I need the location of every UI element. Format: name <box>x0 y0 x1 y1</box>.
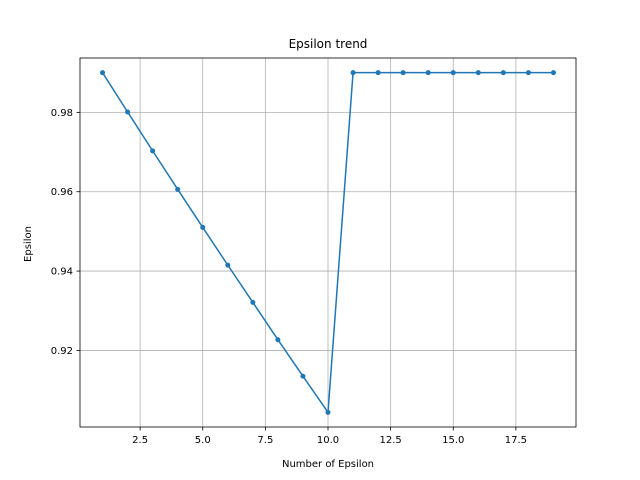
data-point <box>475 70 481 76</box>
y-axis-ticks: 0.92 0.94 0.96 0.98 <box>51 108 80 357</box>
x-tick-label: 10.0 <box>317 435 339 446</box>
data-point <box>275 337 281 343</box>
x-tick-label: 5.0 <box>195 435 211 446</box>
data-point <box>225 262 231 268</box>
x-tick-label: 17.5 <box>505 435 527 446</box>
chart-title: Epsilon trend <box>289 37 368 51</box>
data-point <box>325 409 331 415</box>
x-axis-label: Number of Epsilon <box>282 459 374 470</box>
grid-lines <box>80 58 576 427</box>
data-point <box>400 70 406 76</box>
data-point <box>425 70 431 76</box>
data-point <box>375 70 381 76</box>
plot-area <box>100 70 556 415</box>
data-point <box>250 299 256 305</box>
x-tick-label: 2.5 <box>132 435 148 446</box>
y-tick-label: 0.92 <box>51 346 73 357</box>
data-point <box>350 70 356 76</box>
data-point <box>300 373 306 379</box>
data-point <box>150 148 156 154</box>
x-axis-ticks: 2.5 5.0 7.5 10.0 12.5 15.0 17.5 <box>132 427 527 446</box>
x-tick-label: 7.5 <box>257 435 273 446</box>
data-point <box>175 186 181 192</box>
x-tick-label: 12.5 <box>379 435 401 446</box>
y-axis-label: Epsilon <box>23 226 34 262</box>
y-tick-label: 0.98 <box>51 108 73 119</box>
data-point <box>500 70 506 76</box>
y-tick-label: 0.96 <box>51 187 73 198</box>
data-point <box>100 70 106 76</box>
data-point <box>450 70 456 76</box>
data-point <box>550 70 556 76</box>
data-point <box>200 224 206 230</box>
y-tick-label: 0.94 <box>51 267 73 278</box>
data-point <box>525 70 531 76</box>
data-point <box>125 109 131 115</box>
x-tick-label: 15.0 <box>442 435 464 446</box>
